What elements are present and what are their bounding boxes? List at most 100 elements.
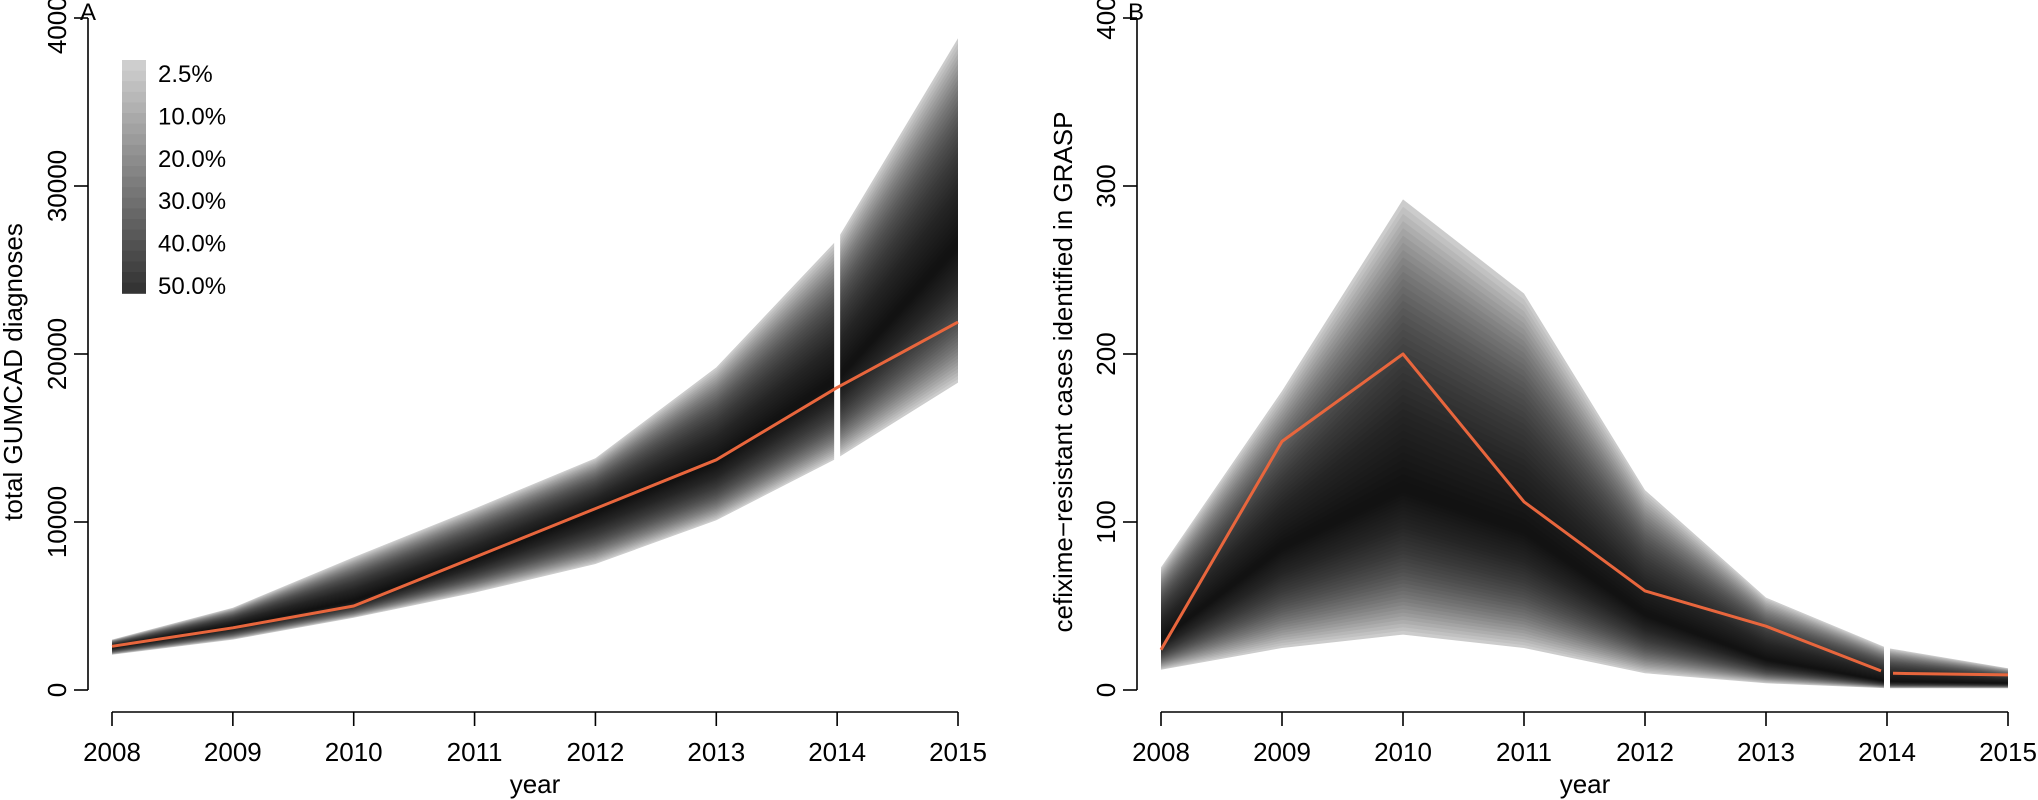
quantile-band [112, 110, 958, 653]
observed-series-line [111, 320, 959, 648]
quantile-band [1161, 401, 2008, 685]
legend-label: 50.0% [158, 273, 226, 300]
legend-swatch [122, 250, 146, 262]
quantile-band [112, 157, 958, 651]
quantile-band [1161, 387, 2008, 685]
quantile-band [112, 203, 958, 649]
quantile-band [112, 193, 958, 649]
quantile-band [112, 162, 958, 651]
legend-label: 40.0% [158, 231, 226, 258]
quantile-band [112, 172, 958, 650]
quantile-band [112, 100, 958, 653]
panel-b-quantile-bands [1161, 199, 2008, 689]
legend-swatch [122, 176, 146, 188]
legend-swatch [122, 229, 146, 241]
legend-swatch [122, 272, 146, 284]
legend-swatch [122, 102, 146, 114]
quantile-band [1161, 445, 2008, 684]
quantile-band [112, 141, 958, 651]
quantile-band [112, 58, 958, 655]
quantile-band [1161, 264, 2008, 688]
legend-swatch [122, 166, 146, 178]
quantile-band [1161, 336, 2008, 686]
quantile-band [1161, 257, 2008, 688]
quantile-band [112, 89, 958, 653]
x-tick-label: 2011 [447, 737, 503, 767]
x-tick-label: 2015 [1979, 737, 2037, 767]
y-tick-label: 400 [1091, 0, 1121, 40]
x-tick-label: 2011 [1496, 737, 1552, 767]
quantile-band [1161, 242, 2008, 688]
panel-b-observed-line [1159, 352, 2009, 677]
panel-b-plot: 0 100 200 300 400 2008 2009 2010 2011 2012 2013 201… [1048, 0, 2037, 799]
quantile-band [1161, 394, 2008, 685]
x-tick-label: 2009 [204, 737, 262, 767]
quantile-band [112, 131, 958, 652]
quantile-band [112, 64, 958, 654]
quantile-band [112, 79, 958, 654]
quantile-band [1161, 452, 2008, 684]
x-tick-label: 2010 [1374, 737, 1432, 767]
legend-swatch [122, 113, 146, 125]
y-tick-label: 300 [1091, 164, 1121, 207]
quantile-band [1161, 466, 2008, 684]
quantile-band [1161, 437, 2008, 685]
quantile-band [112, 198, 958, 649]
quantile-band [1161, 278, 2008, 687]
quantile-band [1161, 459, 2008, 684]
x-tick-label: 2014 [1858, 737, 1916, 767]
legend-swatch [122, 91, 146, 103]
quantile-band [1161, 380, 2008, 686]
quantile-band [112, 126, 958, 652]
quantile-band [112, 167, 958, 651]
legend-label: 10.0% [158, 103, 226, 130]
x-tick-label: 2012 [1616, 737, 1674, 767]
quantile-band [1161, 315, 2008, 687]
legend-swatch [122, 261, 146, 273]
quantile-band [112, 95, 958, 653]
legend-swatch [122, 144, 146, 156]
y-tick-label: 40000 [42, 0, 72, 54]
quantile-band [1161, 322, 2008, 687]
quantile-band [1161, 343, 2008, 686]
legend-swatch [122, 60, 146, 72]
y-tick-label: 100 [1091, 500, 1121, 543]
panel-a-x-axis-label: year [510, 769, 561, 799]
quantile-band [1161, 250, 2008, 688]
quantile-band [1161, 293, 2008, 687]
observed-series-line [1159, 352, 1882, 673]
panel-b-y-axis-label: cefixime−resistant cases identified in G… [1048, 112, 1078, 633]
legend-label: 2.5% [158, 61, 213, 88]
quantile-band [112, 84, 958, 653]
quantile-band [112, 151, 958, 651]
legend-swatch [122, 197, 146, 209]
quantile-band [1161, 221, 2008, 688]
legend-swatch [122, 219, 146, 231]
quantile-band [112, 115, 958, 652]
quantile-band [1161, 423, 2008, 685]
y-tick-label: 0 [1091, 683, 1121, 697]
panel-a-letter: A [80, 0, 96, 26]
legend-swatch [122, 134, 146, 146]
legend-swatch [122, 81, 146, 93]
x-tick-label: 2010 [325, 737, 383, 767]
quantile-band [112, 38, 958, 655]
quantile-band [112, 120, 958, 652]
legend-swatch [122, 282, 146, 294]
quantile-band [112, 105, 958, 653]
panel-a-quantile-bands [112, 38, 958, 655]
quantile-band [1161, 351, 2008, 686]
y-tick-label: 20000 [42, 318, 72, 390]
quantile-band [1161, 286, 2008, 687]
quantile-band [1161, 206, 2008, 689]
x-tick-label: 2008 [83, 737, 141, 767]
x-tick-label: 2015 [929, 737, 987, 767]
panel-b-axes: 0 100 200 300 400 2008 2009 2010 2011 2012 2013 201… [1091, 0, 2037, 767]
x-tick-label: 2013 [687, 737, 745, 767]
quantile-band [112, 69, 958, 654]
quantile-band [1161, 416, 2008, 685]
quantile-band [1161, 235, 2008, 688]
quantile-band [112, 177, 958, 650]
legend-swatch [122, 155, 146, 167]
